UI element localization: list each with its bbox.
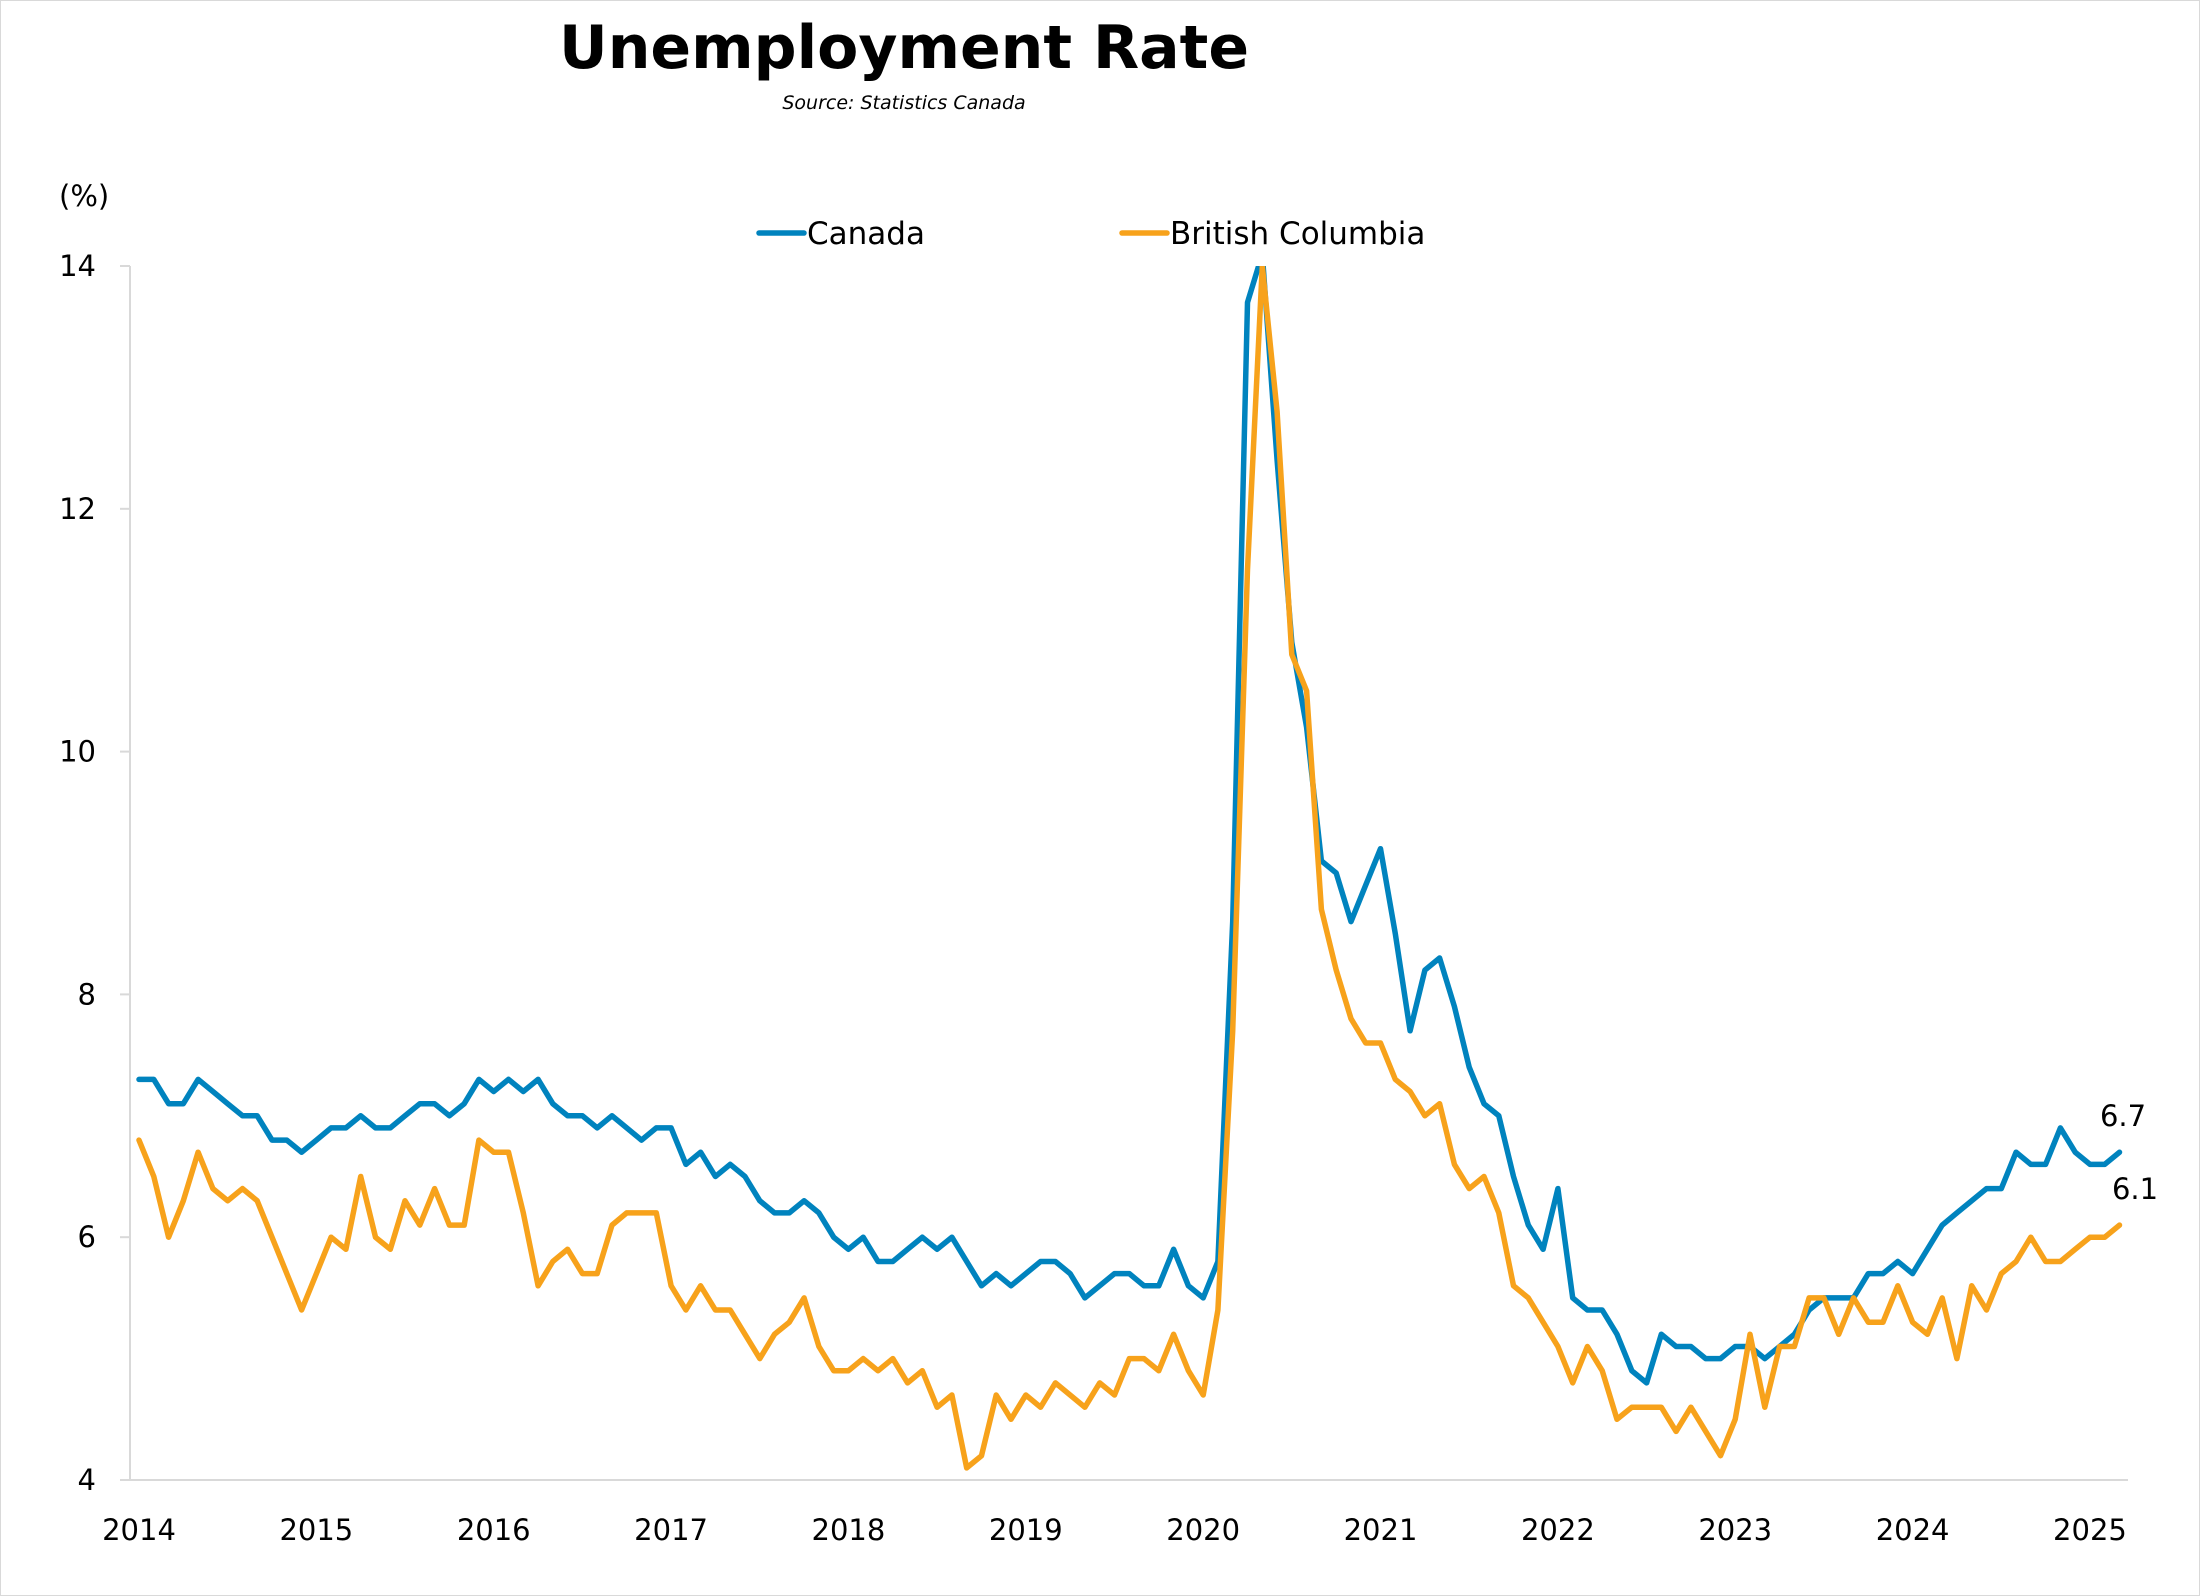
x-tick-label: 2022 [1521, 1513, 1595, 1547]
chart-source: Source: Statistics Canada [782, 92, 1025, 114]
end-value-label: 6.7 [2100, 1099, 2146, 1133]
x-tick-label: 2019 [989, 1513, 1063, 1547]
x-tick-label: 2017 [634, 1513, 708, 1547]
y-tick-label: 4 [78, 1463, 96, 1497]
y-tick-label: 12 [59, 492, 96, 526]
legend: Canada British Columbia [756, 216, 1425, 252]
x-tick-label: 2025 [2053, 1513, 2127, 1547]
y-tick-label: 14 [59, 249, 96, 283]
y-tick-label: 6 [78, 1220, 96, 1254]
x-tick-label: 2018 [812, 1513, 886, 1547]
x-tick-label: 2015 [279, 1513, 353, 1547]
axes: 4 6 8 10 12 14 2014 2015 2016 2017 2018 2019 2020 202… [59, 249, 2128, 1547]
x-tick-label: 2024 [1876, 1513, 1950, 1547]
series-group [136, 266, 2123, 1471]
end-labels: 6.7 6.1 [2100, 1099, 2158, 1206]
legend-label: Canada [807, 216, 925, 252]
y-tick-label: 10 [59, 735, 96, 769]
y-axis-label: (%) [59, 179, 109, 213]
x-tick-label: 2016 [457, 1513, 531, 1547]
x-tick-label: 2020 [1166, 1513, 1240, 1547]
series-line-british-columbia [136, 266, 2123, 1471]
legend-label: British Columbia [1170, 216, 1425, 252]
chart-title: Unemployment Rate [559, 13, 1249, 83]
end-value-label: 6.1 [2112, 1172, 2158, 1206]
series-line-canada [136, 266, 2123, 1386]
y-tick-label: 8 [78, 977, 96, 1011]
x-tick-label: 2023 [1698, 1513, 1772, 1547]
x-tick-label: 2014 [102, 1513, 176, 1547]
x-tick-label: 2021 [1344, 1513, 1418, 1547]
